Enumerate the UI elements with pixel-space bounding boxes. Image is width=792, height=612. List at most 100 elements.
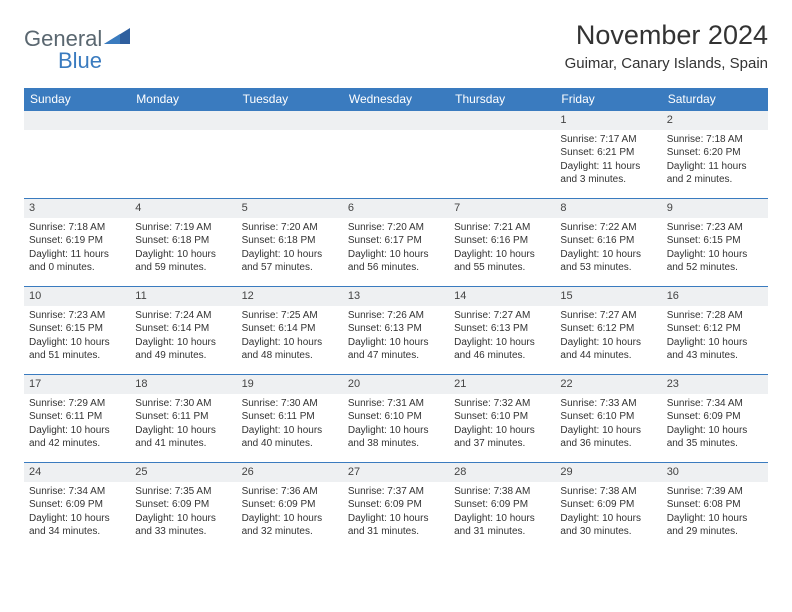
sunrise-text: Sunrise: 7:20 AM [242,221,338,235]
calendar-day-cell: 7Sunrise: 7:21 AMSunset: 6:16 PMDaylight… [449,199,555,287]
calendar-day-cell: 27 Sunrise: 7:37 AMSunset: 6:09 PMDayligh… [343,463,449,551]
day-number: 7 [449,199,555,218]
sunrise-text: Sunrise: 7:27 AM [454,309,550,323]
weekday-header: Friday [555,88,661,111]
daylight-text: Daylight: 10 hours and 36 minutes. [560,424,656,451]
sunrise-text: Sunrise: 7:19 AM [135,221,231,235]
sunrise-text: Sunrise: 7:22 AM [560,221,656,235]
sunset-text: Sunset: 6:12 PM [667,322,763,336]
calendar-week-row: 1Sunrise: 7:17 AMSunset: 6:21 PMDaylight… [24,111,768,199]
weekday-header-row: Sunday Monday Tuesday Wednesday Thursday… [24,88,768,111]
sunset-text: Sunset: 6:10 PM [454,410,550,424]
daylight-text: Daylight: 10 hours and 53 minutes. [560,248,656,275]
day-number: 19 [237,375,343,394]
sunset-text: Sunset: 6:16 PM [454,234,550,248]
sunset-text: Sunset: 6:08 PM [667,498,763,512]
sunrise-text: Sunrise: 7:28 AM [667,309,763,323]
calendar-day-cell: 17Sunrise: 7:29 AMSunset: 6:11 PMDayligh… [24,375,130,463]
day-number: 14 [449,287,555,306]
daylight-text: Daylight: 10 hours and 59 minutes. [135,248,231,275]
day-number: 1 [555,111,661,130]
day-number: 3 [24,199,130,218]
day-number [449,111,555,130]
day-number: 6 [343,199,449,218]
sunset-text: Sunset: 6:09 PM [135,498,231,512]
daylight-text: Daylight: 10 hours and 49 minutes. [135,336,231,363]
daylight-text: Daylight: 11 hours and 2 minutes. [667,160,763,187]
sunset-text: Sunset: 6:10 PM [348,410,444,424]
day-number: 5 [237,199,343,218]
day-number: 26 [237,463,343,482]
daylight-text: Daylight: 11 hours and 0 minutes. [29,248,125,275]
day-number [130,111,236,130]
calendar-day-cell: 4Sunrise: 7:19 AMSunset: 6:18 PMDaylight… [130,199,236,287]
sunset-text: Sunset: 6:09 PM [560,498,656,512]
sunset-text: Sunset: 6:20 PM [667,146,763,160]
weekday-header: Tuesday [237,88,343,111]
sunrise-text: Sunrise: 7:32 AM [454,397,550,411]
daylight-text: Daylight: 10 hours and 42 minutes. [29,424,125,451]
sunrise-text: Sunrise: 7:38 AM [560,485,656,499]
sunrise-text: Sunrise: 7:37 AM [348,485,444,499]
calendar-week-row: 10Sunrise: 7:23 AMSunset: 6:15 PMDayligh… [24,287,768,375]
sunrise-text: Sunrise: 7:33 AM [560,397,656,411]
daylight-text: Daylight: 10 hours and 44 minutes. [560,336,656,363]
calendar-day-cell [449,111,555,199]
sunset-text: Sunset: 6:14 PM [242,322,338,336]
sunrise-text: Sunrise: 7:27 AM [560,309,656,323]
daylight-text: Daylight: 10 hours and 31 minutes. [454,512,550,539]
day-number: 12 [237,287,343,306]
day-number [24,111,130,130]
daylight-text: Daylight: 10 hours and 30 minutes. [560,512,656,539]
calendar-day-cell: 9Sunrise: 7:23 AMSunset: 6:15 PMDaylight… [662,199,768,287]
calendar-day-cell [130,111,236,199]
calendar-day-cell: 24Sunrise: 7:34 AMSunset: 6:09 PMDayligh… [24,463,130,551]
calendar-day-cell: 20Sunrise: 7:31 AMSunset: 6:10 PMDayligh… [343,375,449,463]
sunset-text: Sunset: 6:14 PM [135,322,231,336]
calendar-day-cell: 12Sunrise: 7:25 AMSunset: 6:14 PMDayligh… [237,287,343,375]
calendar-day-cell [343,111,449,199]
calendar-day-cell: 22Sunrise: 7:33 AMSunset: 6:10 PMDayligh… [555,375,661,463]
calendar-day-cell: 8Sunrise: 7:22 AMSunset: 6:16 PMDaylight… [555,199,661,287]
daylight-text: Daylight: 10 hours and 31 minutes. [348,512,444,539]
sunset-text: Sunset: 6:13 PM [348,322,444,336]
day-number: 4 [130,199,236,218]
sunset-text: Sunset: 6:12 PM [560,322,656,336]
sunrise-text: Sunrise: 7:18 AM [29,221,125,235]
daylight-text: Daylight: 10 hours and 51 minutes. [29,336,125,363]
day-number: 13 [343,287,449,306]
calendar-day-cell: 2Sunrise: 7:18 AMSunset: 6:20 PMDaylight… [662,111,768,199]
sunrise-text: Sunrise: 7:30 AM [135,397,231,411]
sunset-text: Sunset: 6:09 PM [348,498,444,512]
calendar-day-cell: 1Sunrise: 7:17 AMSunset: 6:21 PMDaylight… [555,111,661,199]
day-number: 25 [130,463,236,482]
sunrise-text: Sunrise: 7:39 AM [667,485,763,499]
calendar-day-cell: 28Sunrise: 7:38 AMSunset: 6:09 PMDayligh… [449,463,555,551]
sunset-text: Sunset: 6:11 PM [135,410,231,424]
sunset-text: Sunset: 6:15 PM [667,234,763,248]
calendar-day-cell: 25Sunrise: 7:35 AMSunset: 6:09 PMDayligh… [130,463,236,551]
day-number: 8 [555,199,661,218]
sunset-text: Sunset: 6:09 PM [29,498,125,512]
sunset-text: Sunset: 6:15 PM [29,322,125,336]
weekday-header: Saturday [662,88,768,111]
daylight-text: Daylight: 11 hours and 3 minutes. [560,160,656,187]
weekday-header: Sunday [24,88,130,111]
location: Guimar, Canary Islands, Spain [565,55,768,72]
day-number: 27 [343,463,449,482]
sunrise-text: Sunrise: 7:36 AM [242,485,338,499]
sunset-text: Sunset: 6:10 PM [560,410,656,424]
day-number: 30 [662,463,768,482]
day-number: 24 [24,463,130,482]
sunrise-text: Sunrise: 7:17 AM [560,133,656,147]
sunrise-text: Sunrise: 7:34 AM [667,397,763,411]
daylight-text: Daylight: 10 hours and 52 minutes. [667,248,763,275]
calendar-day-cell: 29Sunrise: 7:38 AMSunset: 6:09 PMDayligh… [555,463,661,551]
sunset-text: Sunset: 6:09 PM [667,410,763,424]
day-number: 15 [555,287,661,306]
day-number: 9 [662,199,768,218]
sunset-text: Sunset: 6:11 PM [242,410,338,424]
weekday-header: Monday [130,88,236,111]
calendar-day-cell: 18Sunrise: 7:30 AMSunset: 6:11 PMDayligh… [130,375,236,463]
calendar-day-cell [237,111,343,199]
